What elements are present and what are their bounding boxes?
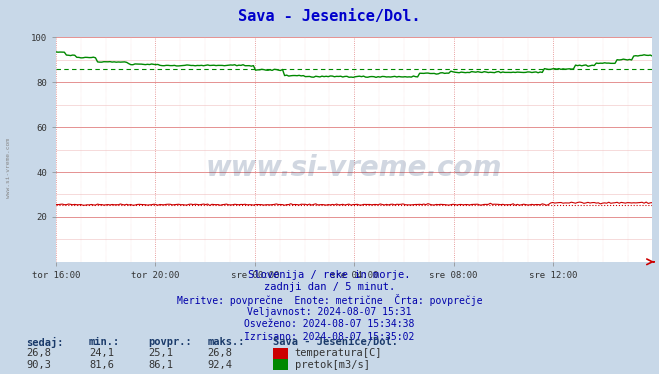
Text: www.si-vreme.com: www.si-vreme.com	[206, 154, 502, 181]
Text: min.:: min.:	[89, 337, 120, 347]
Text: 26,8: 26,8	[26, 349, 51, 358]
Text: 81,6: 81,6	[89, 360, 114, 370]
Text: zadnji dan / 5 minut.: zadnji dan / 5 minut.	[264, 282, 395, 292]
Text: Veljavnost: 2024-08-07 15:31: Veljavnost: 2024-08-07 15:31	[247, 307, 412, 317]
Text: temperatura[C]: temperatura[C]	[295, 349, 382, 358]
Text: Sava - Jesenice/Dol.: Sava - Jesenice/Dol.	[239, 9, 420, 24]
Text: Slovenija / reke in morje.: Slovenija / reke in morje.	[248, 270, 411, 280]
Text: 24,1: 24,1	[89, 349, 114, 358]
Text: 26,8: 26,8	[208, 349, 233, 358]
Text: www.si-vreme.com: www.si-vreme.com	[6, 138, 11, 198]
Text: Izrisano: 2024-08-07 15:35:02: Izrisano: 2024-08-07 15:35:02	[244, 332, 415, 341]
Text: 92,4: 92,4	[208, 360, 233, 370]
Text: sedaj:: sedaj:	[26, 337, 64, 348]
Text: Osveženo: 2024-08-07 15:34:38: Osveženo: 2024-08-07 15:34:38	[244, 319, 415, 329]
Text: maks.:: maks.:	[208, 337, 245, 347]
Text: Meritve: povprečne  Enote: metrične  Črta: povprečje: Meritve: povprečne Enote: metrične Črta:…	[177, 294, 482, 306]
Text: Sava - Jesenice/Dol.: Sava - Jesenice/Dol.	[273, 337, 399, 347]
Text: 86,1: 86,1	[148, 360, 173, 370]
Text: 25,1: 25,1	[148, 349, 173, 358]
Text: pretok[m3/s]: pretok[m3/s]	[295, 360, 370, 370]
Text: povpr.:: povpr.:	[148, 337, 192, 347]
Text: 90,3: 90,3	[26, 360, 51, 370]
